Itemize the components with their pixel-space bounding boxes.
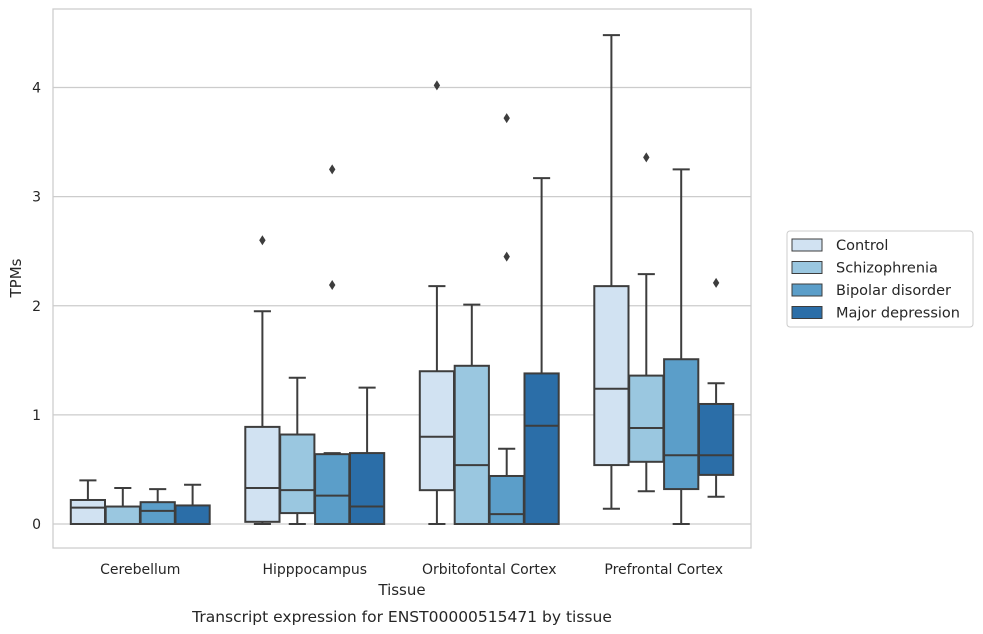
box-group xyxy=(663,168,700,525)
x-tick-label: Hipppocampus xyxy=(262,562,367,578)
box-body xyxy=(139,501,176,525)
y-tick-label: 3 xyxy=(32,190,41,206)
legend-swatch xyxy=(791,283,823,297)
x-tick-label: Prefrontal Cortex xyxy=(604,562,723,578)
box-body xyxy=(663,358,700,491)
box-group xyxy=(697,277,735,498)
box-group xyxy=(593,34,630,510)
outlier-point xyxy=(503,251,510,262)
box-body xyxy=(418,370,456,492)
box-body xyxy=(69,498,107,525)
legend-swatch xyxy=(791,306,823,319)
box-group xyxy=(488,113,525,525)
box-body xyxy=(314,453,351,525)
outlier-point xyxy=(329,280,336,291)
box-body xyxy=(244,425,281,523)
box-group xyxy=(418,80,456,525)
box-group xyxy=(69,479,107,525)
box-body xyxy=(348,452,386,525)
legend-swatch xyxy=(791,238,823,252)
box-body xyxy=(279,433,316,515)
y-tick-labels: 0 1 2 3 4 xyxy=(32,81,41,533)
box-body xyxy=(593,285,630,467)
box-body xyxy=(697,402,735,476)
legend-frame xyxy=(786,230,974,328)
box-group xyxy=(628,152,665,493)
outlier-point xyxy=(329,164,336,175)
y-tick-label: 4 xyxy=(32,81,41,97)
y-tick-label: 0 xyxy=(32,517,41,533)
box-body xyxy=(523,372,560,525)
box-body xyxy=(174,504,211,525)
legend: Control Schizophrenia Bipolar disorder Majo… xyxy=(786,230,974,328)
box-group xyxy=(348,386,386,525)
box-group xyxy=(279,376,316,525)
box-group xyxy=(174,483,211,525)
y-axis-title: TPMs xyxy=(7,258,25,298)
legend-label: Major depression xyxy=(836,306,960,322)
series-major-depression xyxy=(174,177,735,525)
legend-label: Schizophrenia xyxy=(836,261,938,277)
legend-label: Control xyxy=(836,238,888,254)
outlier-point xyxy=(712,277,720,288)
series-control xyxy=(69,34,630,525)
x-tick-label: Orbitofontal Cortex xyxy=(422,562,557,578)
box-body xyxy=(628,374,665,463)
legend-swatch xyxy=(791,261,823,274)
box-body xyxy=(453,364,490,525)
box-group xyxy=(104,486,141,525)
chart-caption: Transcript expression for ENST0000051547… xyxy=(191,608,612,626)
x-tick-labels: Cerebellum Hipppocampus Orbitofontal Corte… xyxy=(100,562,723,578)
outlier-point xyxy=(259,235,266,246)
x-tick-label: Cerebellum xyxy=(100,562,180,578)
outlier-point xyxy=(503,113,510,124)
y-tick-label: 2 xyxy=(32,299,41,315)
box-group xyxy=(453,303,490,525)
box-body xyxy=(488,474,525,525)
box-group xyxy=(314,164,351,525)
box-group xyxy=(139,488,176,525)
outlier-point xyxy=(643,152,650,163)
series-bipolar-disorder xyxy=(139,113,700,525)
outlier-point xyxy=(433,80,441,91)
series-schizophrenia xyxy=(104,152,665,525)
box-group xyxy=(523,177,560,525)
x-axis-title: Tissue xyxy=(377,581,425,599)
box-body xyxy=(104,505,141,525)
box-groups xyxy=(69,34,735,525)
legend-label: Bipolar disorder xyxy=(836,283,951,299)
box-group xyxy=(244,235,281,525)
y-tick-label: 1 xyxy=(32,408,41,424)
plot-frame xyxy=(52,8,752,549)
